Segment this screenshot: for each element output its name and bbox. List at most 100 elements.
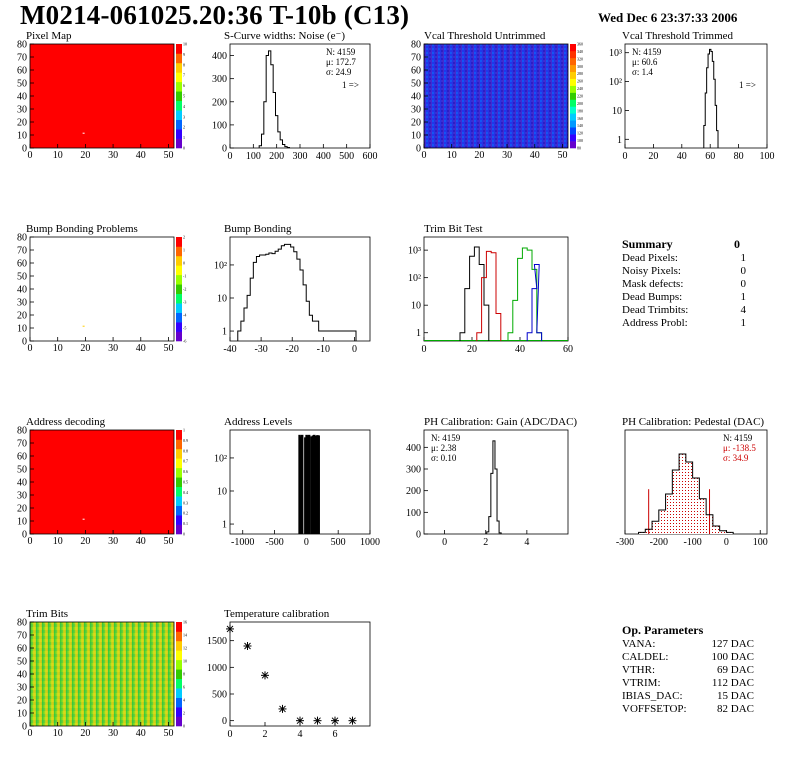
op-param-label: VTHR: bbox=[622, 664, 655, 676]
x-tick-label: 0 bbox=[28, 728, 33, 739]
x-tick-label: -300 bbox=[616, 537, 634, 548]
palette-cell bbox=[176, 650, 182, 661]
y-tick-label: 10 bbox=[411, 131, 421, 142]
palette-label: 6 bbox=[183, 83, 185, 88]
x-tick-label: 100 bbox=[760, 151, 775, 162]
palette-cell bbox=[176, 467, 182, 478]
trim-bit-test-chart: Trim Bit Test 0 20 40 60 1 10 10² 10³ bbox=[408, 223, 573, 355]
x-tick-label: 60 bbox=[705, 151, 715, 162]
x-tick-label: 30 bbox=[108, 150, 118, 161]
op-param-row: VTRIM: 112 DAC bbox=[622, 677, 754, 690]
x-tick-label: 600 bbox=[363, 151, 378, 162]
palette-label: 0 bbox=[183, 532, 185, 537]
address-levels-chart: Address Levels -1000 -500 0 500 1000 1 10 10² bbox=[214, 416, 380, 548]
scatter-point bbox=[261, 671, 269, 680]
x-tick-label: -100 bbox=[683, 537, 701, 548]
y-tick-label: 400 bbox=[212, 51, 227, 62]
palette-label: 10 bbox=[183, 42, 187, 47]
palette-cell bbox=[176, 100, 182, 111]
palette-label: 180 bbox=[577, 108, 583, 113]
op-param-label: CALDEL: bbox=[622, 651, 669, 663]
series-line bbox=[459, 246, 490, 341]
frame bbox=[29, 236, 175, 342]
x-tick-label: 4 bbox=[298, 729, 303, 740]
chart-title: Trim Bit Test bbox=[424, 223, 483, 235]
y-tick-label: 70 bbox=[17, 246, 27, 257]
palette-label: 0 bbox=[183, 261, 185, 266]
y-tick-label: 50 bbox=[17, 79, 27, 90]
palette-cell bbox=[176, 293, 182, 304]
palette-label: 140 bbox=[577, 123, 583, 128]
chart-title: PH Calibration: Pedestal (DAC) bbox=[622, 416, 764, 428]
heatmap-area bbox=[30, 44, 174, 148]
page-title: M0214-061025.20:36 T-10b (C13) bbox=[20, 0, 410, 30]
x-tick-label: -10 bbox=[317, 344, 330, 355]
frame bbox=[624, 43, 768, 149]
palette-cell bbox=[176, 322, 182, 332]
palette-cell bbox=[570, 141, 576, 149]
x-tick-label: 10 bbox=[447, 150, 457, 161]
palette-label: 12 bbox=[183, 646, 187, 651]
y-tick-label: 60 bbox=[411, 66, 421, 77]
palette-cell bbox=[570, 64, 576, 73]
summary-label: Dead Bumps: bbox=[622, 291, 683, 303]
palette-cell bbox=[176, 622, 182, 632]
x-tick-label: 40 bbox=[530, 150, 540, 161]
histogram-line bbox=[237, 243, 357, 341]
palette-label: 14 bbox=[183, 633, 187, 638]
palette-label: -2 bbox=[183, 287, 186, 292]
palette-label: 0.1 bbox=[183, 521, 188, 526]
dead-pixel-mark bbox=[82, 132, 85, 134]
scatter-point bbox=[296, 716, 304, 725]
palette-label: 8 bbox=[183, 62, 185, 67]
x-tick-label: -30 bbox=[254, 344, 267, 355]
y-tick-label: 0 bbox=[22, 722, 27, 733]
scatter-point bbox=[313, 716, 322, 725]
palette-cell bbox=[176, 697, 182, 708]
palette-cell bbox=[570, 85, 576, 93]
summary-value: 1 bbox=[740, 317, 747, 329]
summary-row: Dead Bumps: 1 bbox=[622, 291, 746, 304]
op-param-row: VOFFSETOP: 82 DAC bbox=[622, 703, 754, 716]
bar bbox=[314, 435, 318, 534]
stats-entry: μ: -138.5 bbox=[723, 443, 756, 453]
y-tick-label: 500 bbox=[212, 690, 227, 701]
palette-cell bbox=[176, 62, 182, 73]
x-tick-label: 0 bbox=[352, 344, 357, 355]
y-tick-label: 400 bbox=[406, 443, 421, 454]
x-tick-label: 10 bbox=[53, 536, 63, 547]
x-tick-label: -500 bbox=[265, 537, 283, 548]
x-tick-label: 100 bbox=[246, 151, 261, 162]
palette-label: 0.4 bbox=[183, 490, 188, 495]
ph-gain-chart: PH Calibration: Gain (ADC/DAC) 0 2 4 0 100 200… bbox=[406, 416, 577, 548]
scatter-point bbox=[226, 624, 234, 633]
scatter-point bbox=[331, 716, 339, 725]
bar bbox=[298, 434, 301, 534]
x-tick-label: 300 bbox=[293, 151, 308, 162]
summary-label: Noisy Pixels: bbox=[622, 265, 681, 277]
y-tick-label: 10 bbox=[411, 301, 421, 312]
summary-value: 0 bbox=[740, 278, 747, 290]
chart-title: Temperature calibration bbox=[224, 608, 330, 620]
palette-cell bbox=[176, 274, 182, 285]
palette-cell bbox=[176, 44, 182, 54]
palette-cell bbox=[176, 81, 182, 92]
stats-entry: σ: 1.4 bbox=[632, 67, 653, 77]
address-decoding-chart: Address decoding 0 0.1 0.2 0.3 0.4 0.5 0.6 0.7 0.… bbox=[17, 416, 188, 547]
y-tick-label: 40 bbox=[17, 285, 27, 296]
y-tick-label: 10 bbox=[17, 131, 27, 142]
bar bbox=[304, 437, 307, 534]
y-tick-label: 60 bbox=[17, 644, 27, 655]
x-tick-label: 20 bbox=[467, 344, 477, 355]
heatmap-area bbox=[30, 622, 174, 726]
x-tick-label: 40 bbox=[677, 151, 687, 162]
palette-cell bbox=[176, 237, 182, 247]
summary-table: Summary 0 Dead Pixels: 1 Noisy Pixels: 0 Mas… bbox=[622, 236, 746, 330]
op-param-row: VANA: 127 DAC bbox=[622, 638, 754, 651]
summary-label: Dead Trimbits: bbox=[622, 304, 689, 316]
bar bbox=[313, 434, 316, 534]
x-tick-label: 30 bbox=[108, 536, 118, 547]
